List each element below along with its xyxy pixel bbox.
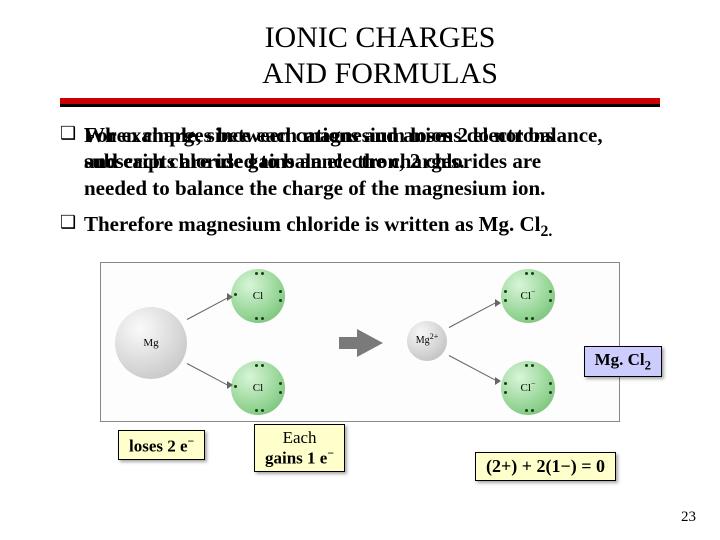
cl-ion-label: Cl [521,290,531,302]
title-line-1: IONIC CHARGES [265,21,496,54]
cl-atom-bottom: Cl [231,361,285,415]
mg-ion-sup: 2+ [430,332,439,341]
label-each-line2: gains 1 e [265,449,327,468]
label-loses-text: loses 2 e [129,436,188,455]
bullet-marker-icon: ❑ [60,122,84,201]
mg-label: Mg [143,337,158,349]
cl-ion-sup: − [531,287,536,296]
slide: IONIC CHARGES AND FORMULAS ❑ When charge… [0,0,720,540]
electron-arrow-top [187,296,230,319]
label-each: Each gains 1 e− [254,424,345,473]
title-line-2: AND FORMULAS [262,57,498,90]
cl-ion-label: Cl [521,382,531,394]
bullet-2-main: Therefore magnesium chloride is written … [84,212,541,236]
mg-atom: Mg [115,307,187,379]
label-loses: loses 2 e− [118,430,205,461]
bullet-marker-icon: ❑ [60,211,84,242]
cl-ion-top: Cl− [501,269,555,323]
label-equation-text: (2+) + 2(1−) = 0 [486,456,605,476]
bullet-list: ❑ When charges between cations and anion… [60,122,660,242]
label-mgcl2-sub: 2 [645,358,651,372]
page-number: 23 [681,509,696,526]
diagram-box: Mg Cl Cl [100,262,620,422]
slide-title: IONIC CHARGES AND FORMULAS [120,20,640,92]
bullet-2: ❑ Therefore magnesium chloride is writte… [60,211,660,242]
label-formula: Mg. Cl2 [584,346,662,377]
mg-ion: Mg2+ [407,321,447,361]
arrow-head-icon [495,299,501,307]
diagram-area: Mg Cl Cl [40,252,680,482]
label-each-line1: Each [283,428,317,447]
mg-ion-label: Mg [416,335,430,346]
cl-label: Cl [253,290,263,302]
reaction-arrow-icon [357,329,383,357]
bullet-2-sub: 2. [541,223,553,240]
ion-arrow-top [449,301,497,327]
ion-arrow-bottom [449,355,497,381]
bullet-1-overlay-a: When charges between cations and anions … [84,122,603,148]
bullet-1-text: When charges between cations and anions … [84,122,660,201]
bullet-1-overlay-d: subscripts are used to balance the charg… [84,148,465,174]
arrow-head-icon [227,381,233,389]
arrow-head-icon [495,377,501,385]
cl-ion-sup: − [531,379,536,388]
label-equation: (2+) + 2(1−) = 0 [475,452,616,481]
electron-arrow-bottom [187,363,230,386]
bullet-1-line-3: needed to balance the charge of the magn… [84,176,545,200]
bullet-1: ❑ When charges between cations and anion… [60,122,660,201]
arrow-head-icon [227,293,233,301]
label-loses-sup: − [188,434,195,448]
label-mgcl2-text: Mg. Cl [595,350,645,369]
cl-label: Cl [253,382,263,394]
bullet-2-text: Therefore magnesium chloride is written … [84,211,660,242]
label-each-sup: − [327,446,334,460]
cl-ion-bottom: Cl− [501,361,555,415]
cl-atom-top: Cl [231,269,285,323]
title-underline [60,98,660,104]
